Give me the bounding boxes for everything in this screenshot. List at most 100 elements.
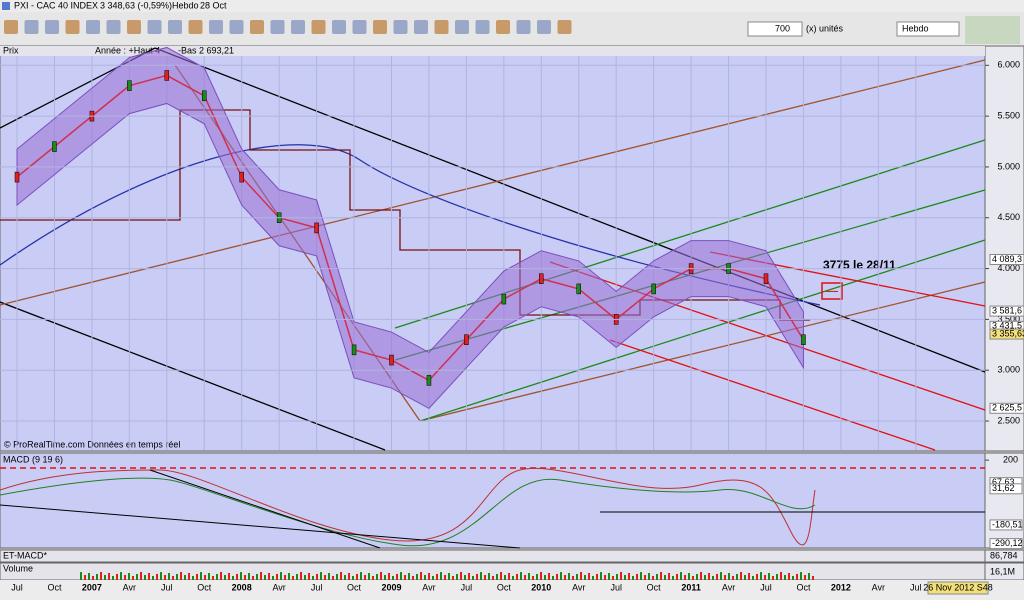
quote: 3 348,63 (-0,59%): [100, 0, 172, 10]
period-select[interactable]: [896, 21, 960, 37]
toolbar-icons: [4, 20, 572, 34]
volume-bar: [120, 572, 122, 580]
level-label-box: [989, 402, 1024, 414]
tool-icon: [250, 20, 264, 34]
volume-bar: [360, 572, 362, 580]
volume-bar: [652, 576, 654, 580]
volume-bar: [252, 576, 254, 580]
tool-icon: [168, 20, 182, 34]
volume-bar: [424, 575, 426, 580]
tool-icon: [455, 20, 469, 34]
volume-bar: [484, 575, 486, 580]
y-tick-label: 2.500: [997, 415, 1020, 425]
volume-bar: [792, 576, 794, 580]
volume-bar: [188, 573, 190, 580]
bollinger-band: [16, 46, 804, 410]
volume-bar: [428, 573, 430, 580]
tool-icon: [147, 20, 162, 34]
x-tick-label: Jul: [610, 582, 622, 592]
volume-bar: [756, 574, 758, 580]
volume-bar: [340, 572, 342, 580]
tool-icon: [86, 20, 100, 34]
volume-bar: [696, 574, 698, 580]
volume-bar: [416, 574, 418, 580]
legend-high: Année : +Haut 4: [95, 45, 160, 55]
volume-bar: [272, 576, 274, 580]
volume-bar: [396, 574, 398, 580]
volume-bar: [328, 573, 330, 580]
title-bar: [0, 0, 1024, 12]
volume-bar: [716, 574, 718, 580]
volume-bar: [148, 573, 150, 580]
volume-bar: [584, 575, 586, 580]
macd-axis: [984, 452, 1024, 549]
volume-bar: [180, 572, 182, 580]
volume-bar: [504, 575, 506, 580]
volume-bar: [388, 573, 390, 580]
level-label: 3 581,6: [992, 305, 1022, 315]
volume-bar: [232, 576, 234, 580]
level-label: 3 355,63: [992, 328, 1024, 338]
volume-bar: [576, 574, 578, 580]
volume-bar: [668, 573, 670, 580]
level-label: -180,51: [992, 519, 1023, 529]
volume-bar: [244, 575, 246, 580]
volume-bar: [596, 574, 598, 580]
level-label: 16,1M: [990, 566, 1015, 576]
volume-bar: [104, 575, 106, 580]
volume-bar: [288, 573, 290, 580]
volume-bar: [184, 575, 186, 580]
volume-bar: [88, 573, 90, 580]
volume-bar: [488, 573, 490, 580]
volume-bar: [604, 575, 606, 580]
period: Hebdo: [172, 0, 199, 10]
candle: [239, 171, 244, 183]
volume-bar: [800, 572, 802, 580]
tool-icon: [496, 20, 510, 34]
price-header: [0, 46, 985, 56]
volume-bar: [400, 572, 402, 580]
volume-bars: [80, 572, 814, 580]
candle: [389, 354, 394, 366]
volume-bar: [632, 576, 634, 580]
volume-bar: [472, 576, 474, 580]
volume-bar: [364, 575, 366, 580]
level-label-box: [989, 519, 1023, 531]
units-input[interactable]: [747, 21, 803, 37]
volume-bar: [784, 575, 786, 580]
candle: [164, 70, 170, 81]
volume-bar: [284, 575, 286, 580]
volume-bar: [628, 573, 630, 580]
volume-bar: [260, 572, 262, 580]
volume-bar: [684, 575, 686, 580]
volume-bar: [384, 575, 386, 580]
volume-bar: [280, 572, 282, 580]
volume-bar: [392, 576, 394, 580]
volume-bar: [300, 572, 302, 580]
volume-bar: [640, 572, 642, 580]
title: PXI - CAC 40 INDEX: [14, 0, 98, 10]
et-macd-panel: [0, 549, 986, 563]
x-tick-label: Oct: [47, 582, 62, 592]
tool-icon: [434, 20, 449, 34]
volume-bar: [356, 574, 358, 580]
volume-bar: [236, 574, 238, 580]
volume-bar: [612, 576, 614, 580]
level-label-box: [989, 253, 1024, 265]
y-tick-label: 200: [1003, 454, 1018, 464]
tool-icon: [352, 20, 367, 34]
volume-bar: [720, 572, 722, 580]
volume-bar: [496, 574, 498, 580]
volume-bar: [480, 572, 482, 580]
volume-bar: [528, 573, 530, 580]
volume-bar: [532, 576, 534, 580]
volume-bar: [772, 576, 774, 580]
volume-bar: [404, 575, 406, 580]
units-count: 700: [775, 23, 790, 33]
y-tick-label: 4.000: [997, 263, 1020, 273]
volume-bar: [636, 574, 638, 580]
level-label-box: [989, 328, 1024, 340]
volume-bar: [660, 572, 662, 580]
tool-icon: [537, 20, 551, 34]
candle: [651, 283, 656, 295]
